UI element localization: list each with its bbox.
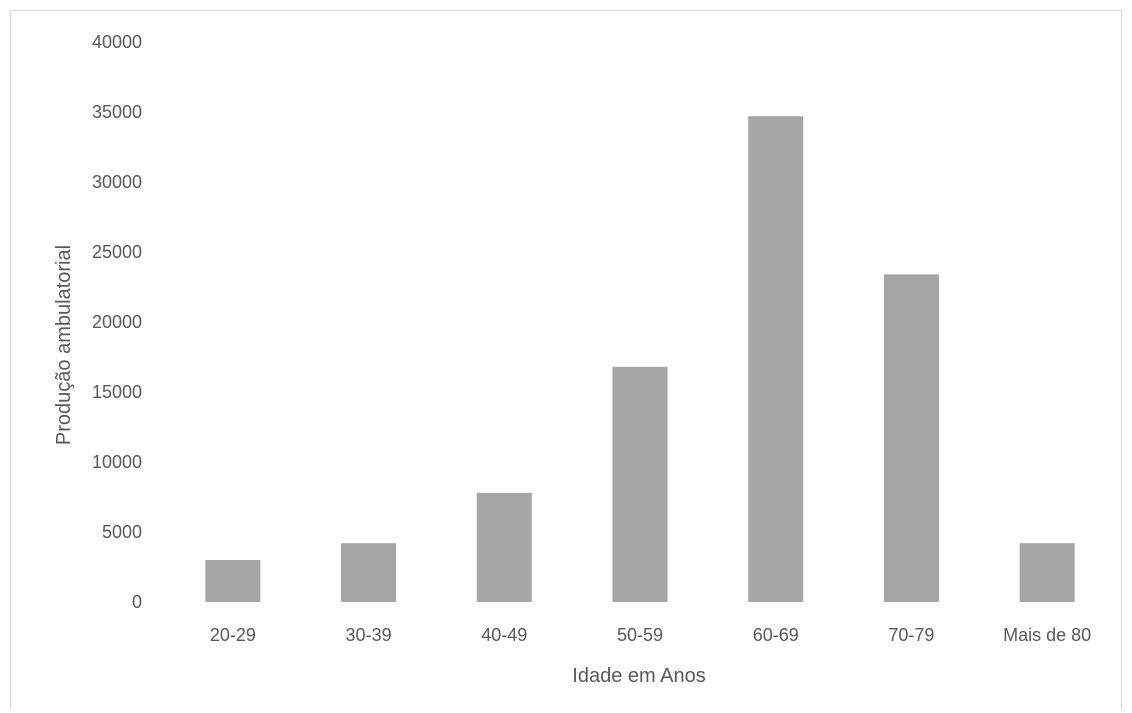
y-axis-title: Produção ambulatorial [53, 245, 75, 445]
bars [205, 116, 1075, 602]
y-tick-label: 25000 [92, 242, 142, 262]
y-tick-label: 10000 [92, 452, 142, 472]
y-tick-label: 0 [132, 592, 142, 612]
x-tick-label: 60-69 [753, 625, 799, 645]
x-tick-label: 40-49 [481, 625, 527, 645]
bar-30-39 [341, 543, 397, 602]
x-tick-label: 70-79 [888, 625, 934, 645]
y-tick-label: 20000 [92, 312, 142, 332]
y-tick-label: 5000 [102, 522, 142, 542]
bar-40-49 [476, 492, 532, 602]
y-tick-label: 30000 [92, 172, 142, 192]
chart-frame [10, 10, 1122, 710]
y-tick-label: 40000 [92, 32, 142, 52]
x-tick-label: 50-59 [617, 625, 663, 645]
y-tick-label: 35000 [92, 102, 142, 122]
x-axis-title: Idade em Anos [572, 665, 705, 687]
y-axis-ticks: 0 5000 10000 15000 20000 25000 30000 35000 40000 [92, 32, 142, 612]
y-tick-label: 15000 [92, 382, 142, 402]
x-tick-label: 30-39 [346, 625, 392, 645]
bar-50-59 [612, 366, 668, 602]
x-tick-label: Mais de 80 [1003, 625, 1091, 645]
bar-mais-de-80 [1019, 543, 1075, 602]
bar-20-29 [205, 560, 261, 602]
x-axis-ticks: 20-29 30-39 40-49 50-59 60-69 70-79 Mais de 80 [210, 625, 1091, 645]
x-tick-label: 20-29 [210, 625, 256, 645]
bar-60-69 [748, 116, 804, 602]
bar-70-79 [883, 274, 939, 602]
